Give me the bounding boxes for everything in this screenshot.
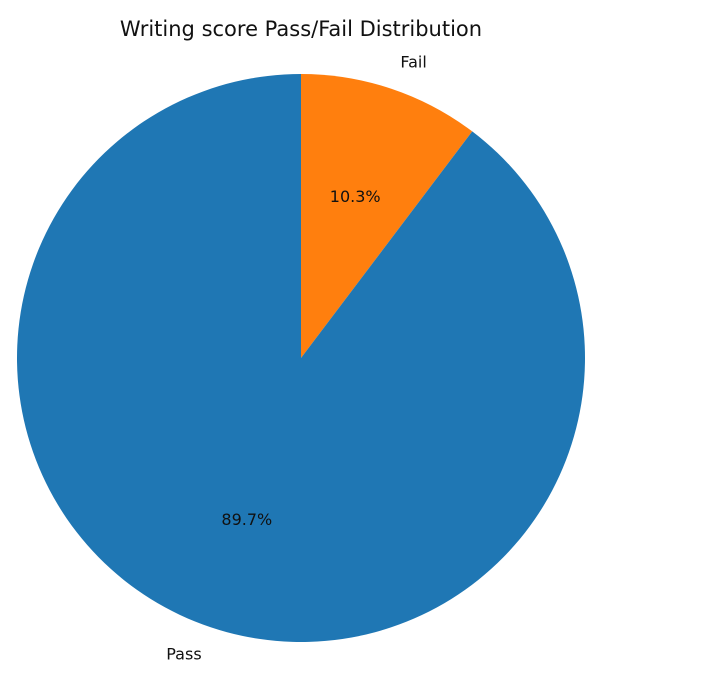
pie-percent-label-fail: 10.3% xyxy=(330,187,381,206)
pie-slice-fail xyxy=(301,74,473,358)
pie-category-label-pass: Pass xyxy=(166,645,201,664)
pie-slice-pass xyxy=(16,74,585,642)
pie-labels: 10.3% Fail 89.7% Pass xyxy=(166,52,427,663)
chart-title: Writing score Pass/Fail Distribution xyxy=(120,17,482,41)
pie-percent-label-pass: 89.7% xyxy=(221,510,272,529)
pie-category-label-fail: Fail xyxy=(400,52,426,71)
pie-slices xyxy=(16,74,585,642)
